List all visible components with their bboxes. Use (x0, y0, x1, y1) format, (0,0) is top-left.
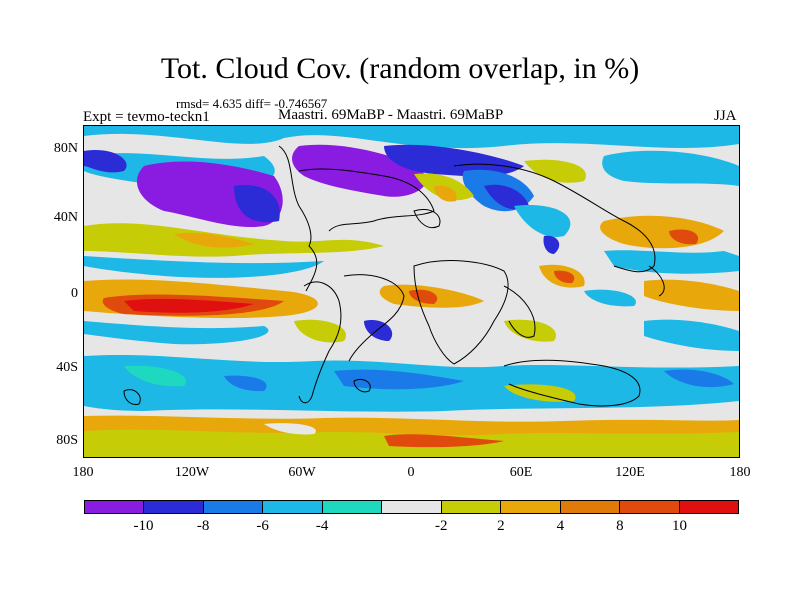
colorbar-box-7 (501, 501, 561, 513)
field-40ne-red (669, 229, 699, 245)
field-40n-orange (174, 232, 254, 248)
field-sse-cyan (644, 319, 739, 351)
colorbar-label-5: 2 (497, 518, 505, 534)
field-nw-blue2 (84, 150, 127, 173)
field-sube-cyan (604, 250, 739, 274)
colorbar-box-3 (263, 501, 323, 513)
colorbar-box-1 (144, 501, 204, 513)
field-nw-blue (234, 185, 280, 223)
field-80s-neutral (264, 423, 316, 435)
lat-label-40s: 40S (56, 360, 78, 375)
field-ssc-yellow (504, 319, 556, 342)
field-40sw-blue (224, 375, 267, 392)
coastlines (123, 145, 665, 407)
field-ssub-blue (364, 320, 393, 341)
coast-south-america-west (298, 281, 342, 404)
colorbar-box-10 (679, 501, 738, 513)
colorbar-label-3: -4 (315, 518, 329, 534)
field-me-blue (543, 235, 560, 254)
field-n-orange (434, 185, 457, 202)
field-eqc-red (409, 289, 438, 304)
field-ne-yellow (524, 159, 586, 183)
field-eq-red (124, 298, 254, 313)
field-io-red (554, 270, 575, 284)
coast-madagascar-india (503, 285, 536, 338)
field-ssub-cyan (84, 321, 269, 345)
coast-island-sw (123, 389, 141, 405)
colorbar-label-2: -6 (256, 518, 269, 534)
field-ne-dkblue (484, 184, 529, 210)
colorbar-label-7: 8 (616, 518, 624, 534)
cloud-cover-map (83, 125, 740, 458)
field-arctic-cyan (84, 126, 739, 149)
lat-label-40n: 40N (53, 210, 78, 225)
lon-label-60e: 60E (509, 465, 533, 480)
colorbar-box-2 (203, 501, 264, 513)
field-ne-cyan (602, 150, 739, 186)
colorbar (84, 500, 739, 514)
lon-label-0: 0 (407, 465, 415, 480)
lon-label-60w: 60W (288, 465, 316, 480)
coast-antarctica-australia (503, 359, 641, 407)
season-label: JJA (714, 108, 737, 124)
map-canvas (84, 126, 739, 457)
field-me-cyan (514, 205, 571, 237)
field-ssub-yellow (294, 319, 346, 343)
field-sub-cyan (84, 256, 324, 278)
lon-label-180w: 180 (72, 465, 94, 480)
field-80s-red (384, 434, 504, 448)
coast-eurasia (453, 163, 656, 273)
coast-east-asia (648, 265, 665, 297)
lon-label-120e: 120E (615, 465, 645, 480)
colorbar-box-6 (441, 501, 502, 513)
field-nc-blue (384, 144, 524, 177)
experiment-label: Expt = tevmo-teckn1 (83, 109, 210, 125)
colorbar-box-0 (85, 501, 145, 513)
coast-greenland-ish (413, 209, 441, 229)
coast-island-s (353, 378, 371, 393)
colorbar-box-5 (382, 501, 442, 513)
field-40s-blue (334, 369, 464, 390)
field-40s-teal (124, 365, 186, 387)
field-eqe-orange (644, 279, 739, 311)
coast-north-america-west (278, 145, 318, 292)
colorbar-box-4 (322, 501, 383, 513)
lat-label-80s: 80S (56, 433, 78, 448)
coast-africa (413, 260, 509, 365)
colorbar-label-0: -10 (133, 518, 154, 534)
field-eqe-cyan (584, 289, 636, 307)
colorbar-box-8 (560, 501, 621, 513)
colorbar-label-4: -2 (435, 518, 448, 534)
colorbar-label-1: -8 (196, 518, 210, 534)
colorbar-box-9 (620, 501, 680, 513)
colorbar-label-6: 4 (556, 518, 565, 534)
map-title: Tot. Cloud Cov. (random overlap, in %) (160, 52, 640, 85)
stats-text: rmsd= 4.635 diff= -0.746567 (176, 96, 328, 111)
lon-label-120w: 120W (174, 465, 210, 480)
lat-label-0: 0 (71, 286, 78, 301)
coast-north-america (298, 168, 435, 232)
comparison-label: Maastri. 69MaBP - Maastri. 69MaBP (278, 107, 504, 123)
lat-label-80n: 80N (53, 141, 78, 156)
lon-label-180e: 180 (729, 465, 751, 480)
field-40se-blue (664, 369, 734, 388)
colorbar-label-8: 10 (671, 518, 687, 534)
coast-south-america-east (343, 274, 405, 362)
